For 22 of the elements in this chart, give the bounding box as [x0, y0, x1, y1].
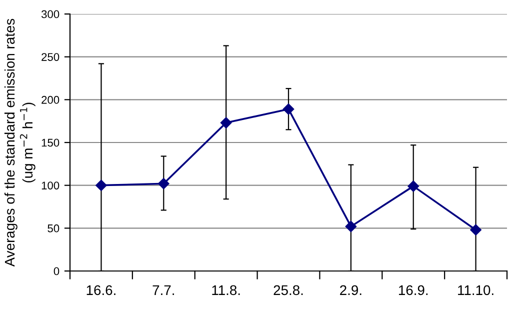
y-axis-title: Averages of the standard emission rates (ug m$^{−2}$ h$^{−1}$)	[4, 18, 36, 267]
x-tick-label: 16.9.	[398, 285, 428, 296]
y-tick-label: 250	[42, 53, 60, 61]
point	[96, 180, 107, 191]
point	[408, 180, 419, 192]
x-tick-label: 25.8.	[274, 285, 303, 296]
y-tick-label: 100	[42, 182, 60, 190]
x-tick-label: 11.8.	[212, 285, 240, 296]
point	[282, 103, 294, 115]
y-tick-label: 0	[54, 267, 60, 276]
y-tick-label: 200	[42, 96, 60, 104]
x-tick-label: 2.9.	[340, 285, 362, 296]
x-tick-label: 7.7.	[152, 285, 174, 295]
y-tick-label: 150	[42, 138, 60, 147]
x-tick-label: 16.6.	[86, 285, 116, 296]
y-tick-label: 50	[48, 224, 60, 232]
point	[470, 224, 482, 236]
point	[220, 117, 232, 128]
point	[345, 220, 357, 232]
point	[158, 178, 170, 190]
x-tick-label: 11.10.	[458, 285, 494, 296]
y-tick-label: 300	[41, 10, 60, 18]
